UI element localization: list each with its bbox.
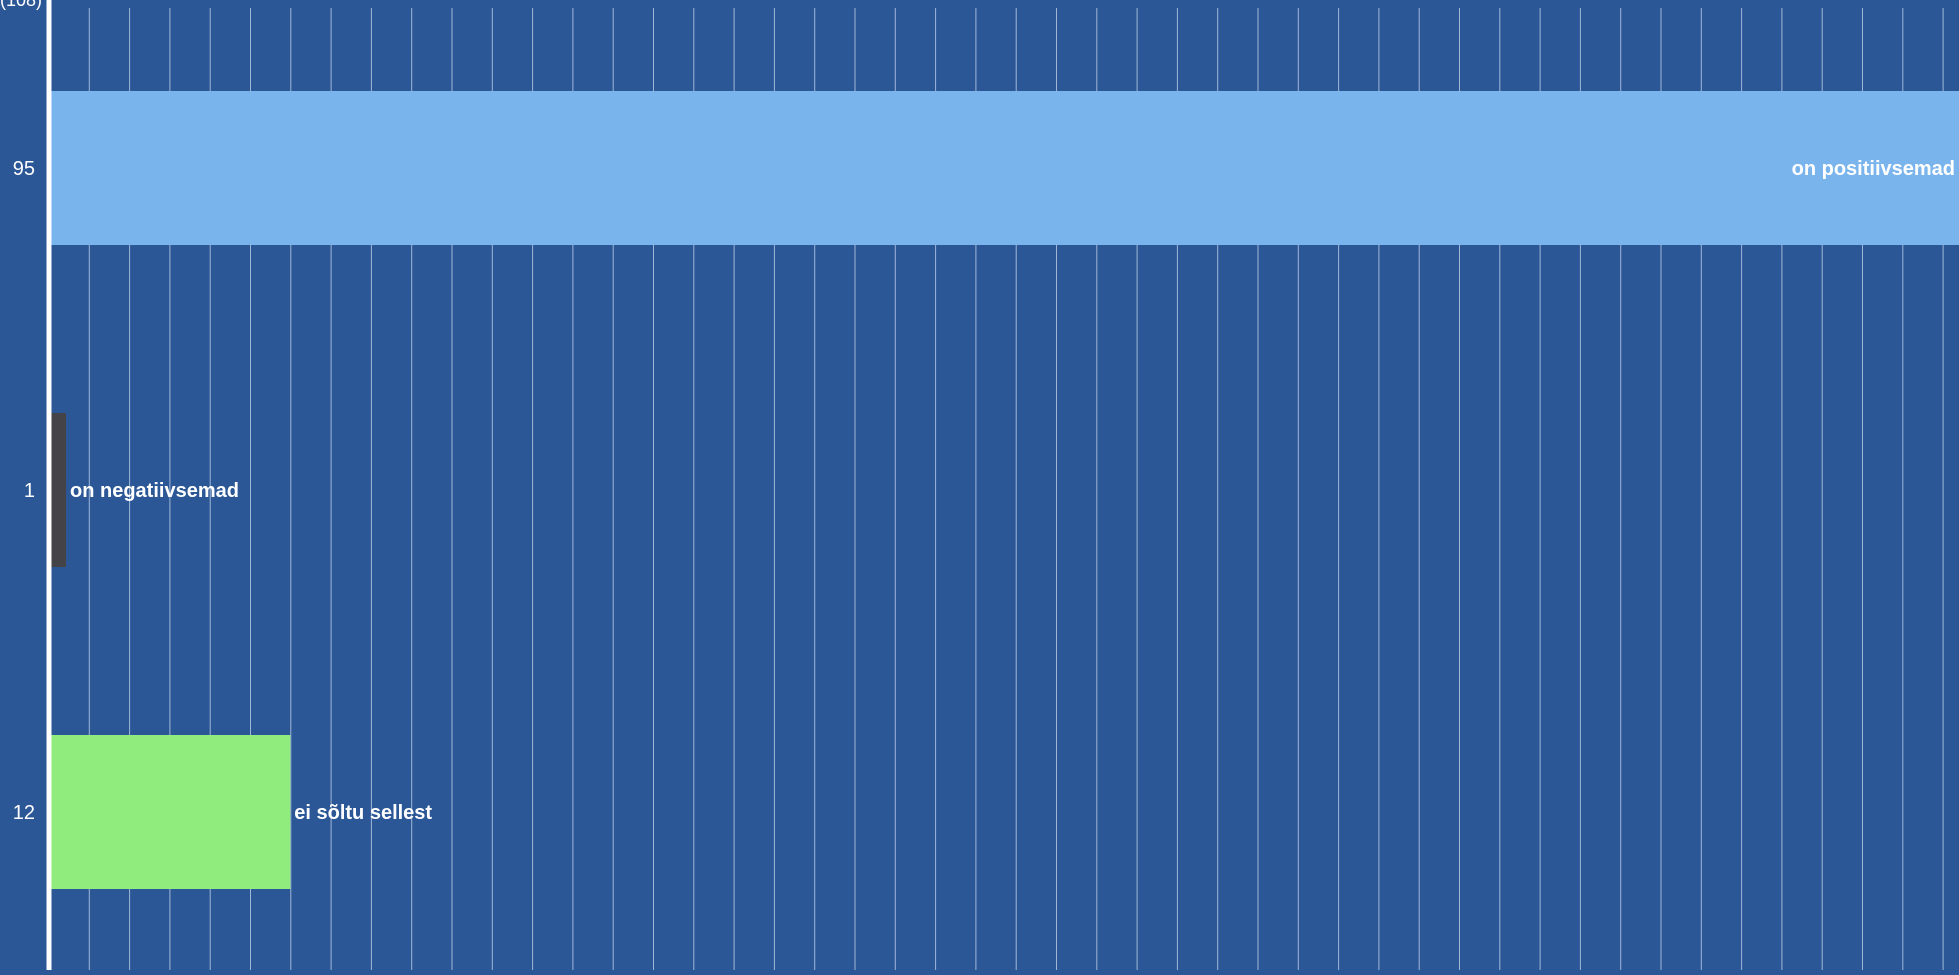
top-axis-label: (108) bbox=[0, 0, 42, 10]
category-tick-label: 12 bbox=[13, 802, 35, 824]
bar-data-label: ei sõltu sellest bbox=[294, 802, 432, 824]
bar bbox=[49, 91, 1959, 245]
category-tick-label: 95 bbox=[13, 158, 35, 180]
labels: 95 on positiivsemad 1 on negatiivsemad 12 ei … bbox=[13, 158, 1955, 824]
bar-data-label: on negatiivsemad bbox=[70, 480, 239, 502]
bar-data-label: on positiivsemad bbox=[1792, 158, 1955, 180]
bars bbox=[49, 91, 1959, 889]
bar bbox=[49, 735, 291, 889]
category-tick-label: 1 bbox=[24, 480, 35, 502]
bar bbox=[49, 413, 66, 567]
